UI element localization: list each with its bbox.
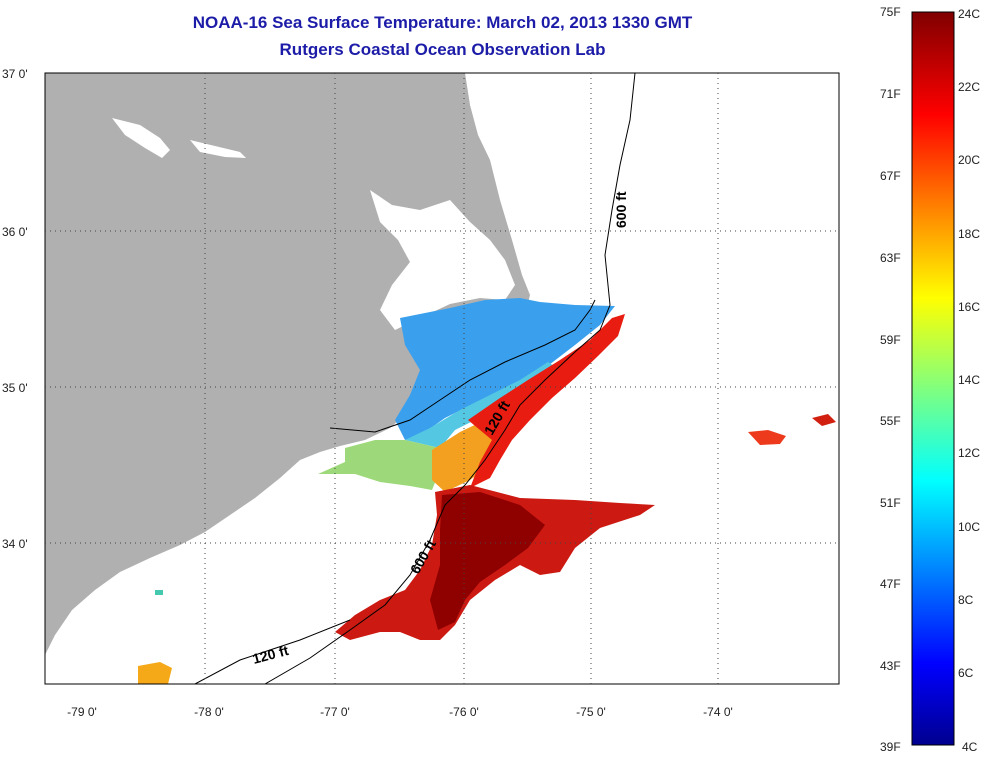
- isobath-120ft-line: [194, 619, 351, 684]
- latitude-label: 34 0': [2, 537, 28, 551]
- colorbar: [911, 11, 955, 746]
- sst-cold-water: [395, 298, 615, 440]
- longitude-label: -76 0': [449, 705, 479, 719]
- colorbar-f-label: 47F: [880, 577, 901, 591]
- colorbar-f-label: 59F: [880, 333, 901, 347]
- colorbar-c-label: 16C: [958, 300, 980, 314]
- sst-warm-water: [432, 420, 500, 492]
- colorbar-c-label: 22C: [958, 80, 980, 94]
- colorbar-c-label: 10C: [958, 520, 980, 534]
- colorbar-f-label: 71F: [880, 87, 901, 101]
- map-title: NOAA-16 Sea Surface Temperature: March 0…: [192, 13, 693, 32]
- colorbar-f-label: 43F: [880, 659, 901, 673]
- colorbar-f-label: 55F: [880, 414, 901, 428]
- sst-offshore-patch: [748, 430, 786, 445]
- longitude-label: -74 0': [703, 705, 733, 719]
- colorbar-celsius-labels: 24C 22C 20C 18C 16C 14C 12C 10C 8C 6C 4C: [958, 7, 980, 754]
- colorbar-f-label: 63F: [880, 251, 901, 265]
- sst-nearshore-patch: [155, 590, 163, 595]
- isobath-120ft-line: [329, 299, 596, 433]
- latitude-label: 35 0': [2, 381, 28, 395]
- map-subtitle: Rutgers Coastal Ocean Observation Lab: [279, 40, 606, 59]
- graticule: [45, 73, 839, 684]
- colorbar-f-label: 51F: [880, 496, 901, 510]
- lake-water: [112, 118, 170, 158]
- longitude-label: -78 0': [194, 705, 224, 719]
- sst-offshore-patch: [812, 414, 836, 426]
- colorbar-f-label: 39F: [880, 740, 901, 754]
- lake-water: [190, 140, 246, 158]
- colorbar-c-label: 6C: [958, 666, 974, 680]
- colorbar-c-label: 14C: [958, 373, 980, 387]
- colorbar-c-label: 20C: [958, 153, 980, 167]
- map-border: [44, 72, 840, 685]
- longitude-label: -77 0': [320, 705, 350, 719]
- colorbar-c-label: 12C: [958, 446, 980, 460]
- colorbar-c-label: 8C: [958, 593, 974, 607]
- colorbar-f-label: 75F: [880, 5, 901, 19]
- longitude-label: -75 0': [576, 705, 606, 719]
- sst-gulf-stream: [430, 492, 545, 630]
- sst-nearshore-patch: [138, 662, 172, 684]
- sst-cool-water: [405, 362, 560, 448]
- isobath-label: 600 ft: [613, 191, 629, 228]
- longitude-label: -79 0': [67, 705, 97, 719]
- colorbar-c-label: 24C: [958, 7, 980, 21]
- colorbar-fahrenheit-labels: 75F 71F 67F 63F 59F 55F 51F 47F 43F 39F: [880, 5, 901, 754]
- sst-hot-water: [468, 314, 625, 488]
- colorbar-c-label: 18C: [958, 227, 980, 241]
- sst-mild-water: [318, 440, 440, 490]
- colorbar-c-label: 4C: [962, 740, 978, 754]
- sound-water: [370, 190, 515, 330]
- latitude-label: 37 0': [2, 67, 28, 81]
- colorbar-f-label: 67F: [880, 169, 901, 183]
- isobath-600ft-line: [264, 73, 636, 684]
- latitude-label: 36 0': [2, 225, 28, 239]
